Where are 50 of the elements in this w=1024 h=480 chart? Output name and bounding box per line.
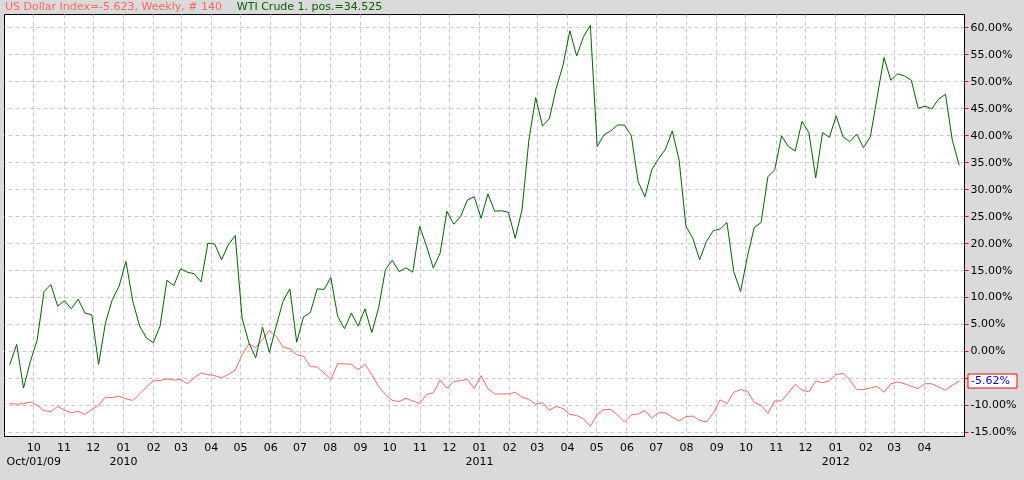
y-tick-label: 30.00% [970,182,1013,196]
y-tick-label: 10.00% [970,290,1013,304]
y-tick-label: 55.00% [970,47,1013,61]
x-tick-label: 06 [619,440,634,454]
x-tick-label: 05 [233,440,248,454]
x-tick-label: 12 [798,440,813,454]
x-tick-label: 09 [709,440,724,454]
y-tick-label: 35.00% [970,155,1013,169]
x-tick-label: 04 [560,440,575,454]
x-tick-label: 12 [442,440,457,454]
x-tick-label: 04 [204,440,219,454]
x-tick-label: 11 [769,440,784,454]
x-tick-label: 06 [263,440,278,454]
x-tick-label: 07 [649,440,664,454]
x-tick-label: 09 [353,440,368,454]
y-tick-label: 50.00% [970,74,1013,88]
x-tick-label: 08 [679,440,694,454]
x-tick-label: 02 [858,440,873,454]
x-tick-label: 01 2012 [821,440,850,468]
x-tick-label: 03 [174,440,189,454]
x-tick-label: 01 2011 [465,440,494,468]
x-tick-label: 11 [413,440,428,454]
y-tick-label: 25.00% [970,209,1013,223]
y-tick-label: 15.00% [970,263,1013,277]
x-tick-label: 02 [502,440,517,454]
y-tick-label: 5.00% [970,317,1006,331]
x-tick-label: 12 [86,440,101,454]
y-tick-label: 60.00% [970,20,1013,34]
text: US Dollar Index=-5.623, Weekly, # 140 [5,0,222,13]
text: WTI Crude 1. pos.=34.525 [236,0,383,13]
x-tick-label: 03 [887,440,902,454]
x-tick-label: 03 [530,440,545,454]
y-tick-label: 0.00% [970,344,1006,358]
y-tick-label: 40.00% [970,128,1013,142]
x-tick-label: 10 [382,440,397,454]
y-tick-label: -10.00% [970,398,1017,412]
x-tick-label: 02 [146,440,161,454]
x-tick-label: 05 [589,440,604,454]
text: -5.62% [971,374,1010,388]
y-tick-label: 20.00% [970,236,1013,250]
line-series [9,329,960,427]
y-tick-label: -15.00% [970,425,1017,439]
x-tick-label: 10 [738,440,753,454]
x-tick-label: 01 2010 [109,440,138,468]
x-tick-label: 07 [293,440,308,454]
line-series [9,24,960,389]
y-tick-label: 45.00% [970,101,1013,115]
x-tick-label: 04 [917,440,932,454]
x-tick-label: 11 [57,440,72,454]
x-tick-label: 08 [323,440,338,454]
